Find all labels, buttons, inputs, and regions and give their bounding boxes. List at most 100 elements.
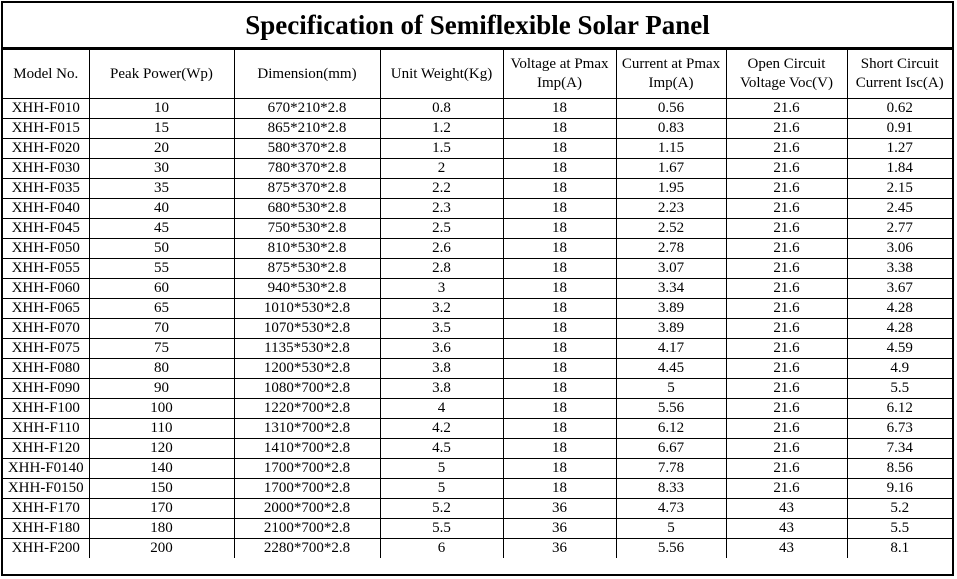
cell-model: XHH-F035 [3,178,90,199]
cell-unit-weight: 4.2 [379,418,504,439]
cell-short-circuit-current: 8.1 [846,538,952,558]
cell-voltage-pmax: 18 [502,418,617,439]
cell-short-circuit-current: 8.56 [846,458,952,479]
cell-peak-power: 55 [88,258,235,279]
cell-voltage-pmax: 18 [502,318,617,339]
cell-voltage-pmax: 18 [502,378,617,399]
table-row: XHH-F0150 150 1700*700*2.8 5 18 8.33 21.6 9.16 [3,478,952,499]
cell-model: XHH-F060 [3,278,90,299]
column-header-open-circuit-voltage: Open Circuit Voltage Voc(V) [725,49,848,99]
cell-short-circuit-current: 2.15 [846,178,952,199]
cell-unit-weight: 2.8 [379,258,504,279]
cell-current-pmax: 8.33 [615,478,727,499]
cell-open-circuit-voltage: 21.6 [725,158,848,179]
cell-voltage-pmax: 18 [502,138,617,159]
table-row: XHH-F045 45 750*530*2.8 2.5 18 2.52 21.6 2.77 [3,218,952,239]
table-row: XHH-F070 70 1070*530*2.8 3.5 18 3.89 21.6 4.28 [3,318,952,339]
cell-peak-power: 60 [88,278,235,299]
cell-open-circuit-voltage: 21.6 [725,378,848,399]
table-row: XHH-F100 100 1220*700*2.8 4 18 5.56 21.6 6.12 [3,398,952,419]
cell-peak-power: 170 [88,498,235,519]
cell-model: XHH-F040 [3,198,90,219]
cell-model: XHH-F010 [3,98,90,119]
cell-dimension: 670*210*2.8 [233,98,381,119]
column-header-short-circuit-current: Short Circuit Current Isc(A) [846,49,952,99]
cell-short-circuit-current: 9.16 [846,478,952,499]
cell-unit-weight: 1.5 [379,138,504,159]
cell-voltage-pmax: 18 [502,458,617,479]
cell-peak-power: 20 [88,138,235,159]
cell-short-circuit-current: 6.73 [846,418,952,439]
cell-voltage-pmax: 18 [502,178,617,199]
table-row: XHH-F0140 140 1700*700*2.8 5 18 7.78 21.6 8.56 [3,458,952,479]
cell-current-pmax: 6.67 [615,438,727,459]
cell-model: XHH-F170 [3,498,90,519]
cell-dimension: 2000*700*2.8 [233,498,381,519]
cell-unit-weight: 6 [379,538,504,558]
cell-open-circuit-voltage: 21.6 [725,278,848,299]
table-row: XHH-F080 80 1200*530*2.8 3.8 18 4.45 21.6 4.9 [3,358,952,379]
table-row: XHH-F010 10 670*210*2.8 0.8 18 0.56 21.6 0.62 [3,98,952,119]
cell-model: XHH-F180 [3,518,90,539]
cell-dimension: 810*530*2.8 [233,238,381,259]
cell-dimension: 1080*700*2.8 [233,378,381,399]
table-row: XHH-F065 65 1010*530*2.8 3.2 18 3.89 21.6 4.28 [3,298,952,319]
cell-open-circuit-voltage: 21.6 [725,398,848,419]
table-row: XHH-F040 40 680*530*2.8 2.3 18 2.23 21.6 2.45 [3,198,952,219]
cell-dimension: 1220*700*2.8 [233,398,381,419]
column-header-voltage-pmax: Voltage at Pmax Imp(A) [502,49,617,99]
table-row: XHH-F120 120 1410*700*2.8 4.5 18 6.67 21.6 7.34 [3,438,952,459]
column-header-current-pmax: Current at Pmax Imp(A) [615,49,727,99]
table-row: XHH-F015 15 865*210*2.8 1.2 18 0.83 21.6 0.91 [3,118,952,139]
cell-dimension: 1010*530*2.8 [233,298,381,319]
cell-open-circuit-voltage: 21.6 [725,198,848,219]
header-row: Model No. Peak Power(Wp) Dimension(mm) U… [3,49,952,99]
cell-current-pmax: 4.73 [615,498,727,519]
cell-dimension: 1135*530*2.8 [233,338,381,359]
cell-dimension: 1700*700*2.8 [233,478,381,499]
cell-unit-weight: 2.5 [379,218,504,239]
cell-current-pmax: 6.12 [615,418,727,439]
cell-model: XHH-F090 [3,378,90,399]
cell-unit-weight: 3.8 [379,378,504,399]
cell-unit-weight: 3.8 [379,358,504,379]
table-row: XHH-F060 60 940*530*2.8 3 18 3.34 21.6 3.67 [3,278,952,299]
cell-short-circuit-current: 7.34 [846,438,952,459]
cell-unit-weight: 2.2 [379,178,504,199]
cell-short-circuit-current: 4.28 [846,298,952,319]
cell-open-circuit-voltage: 21.6 [725,478,848,499]
cell-open-circuit-voltage: 21.6 [725,258,848,279]
cell-current-pmax: 5.56 [615,538,727,558]
cell-current-pmax: 0.56 [615,98,727,119]
cell-voltage-pmax: 18 [502,98,617,119]
cell-dimension: 580*370*2.8 [233,138,381,159]
cell-open-circuit-voltage: 21.6 [725,118,848,139]
cell-open-circuit-voltage: 43 [725,498,848,519]
cell-model: XHH-F045 [3,218,90,239]
cell-unit-weight: 3 [379,278,504,299]
cell-model: XHH-F030 [3,158,90,179]
cell-dimension: 875*370*2.8 [233,178,381,199]
cell-unit-weight: 5 [379,458,504,479]
cell-peak-power: 75 [88,338,235,359]
cell-dimension: 2280*700*2.8 [233,538,381,558]
cell-peak-power: 110 [88,418,235,439]
cell-current-pmax: 7.78 [615,458,727,479]
cell-peak-power: 90 [88,378,235,399]
cell-model: XHH-F020 [3,138,90,159]
cell-short-circuit-current: 2.77 [846,218,952,239]
cell-model: XHH-F120 [3,438,90,459]
cell-short-circuit-current: 5.5 [846,518,952,539]
cell-model: XHH-F200 [3,538,90,558]
cell-current-pmax: 4.17 [615,338,727,359]
cell-open-circuit-voltage: 21.6 [725,138,848,159]
cell-peak-power: 10 [88,98,235,119]
cell-peak-power: 180 [88,518,235,539]
cell-model: XHH-F080 [3,358,90,379]
cell-current-pmax: 1.95 [615,178,727,199]
cell-current-pmax: 2.52 [615,218,727,239]
column-header-model: Model No. [3,49,90,99]
cell-voltage-pmax: 18 [502,218,617,239]
cell-unit-weight: 5.2 [379,498,504,519]
